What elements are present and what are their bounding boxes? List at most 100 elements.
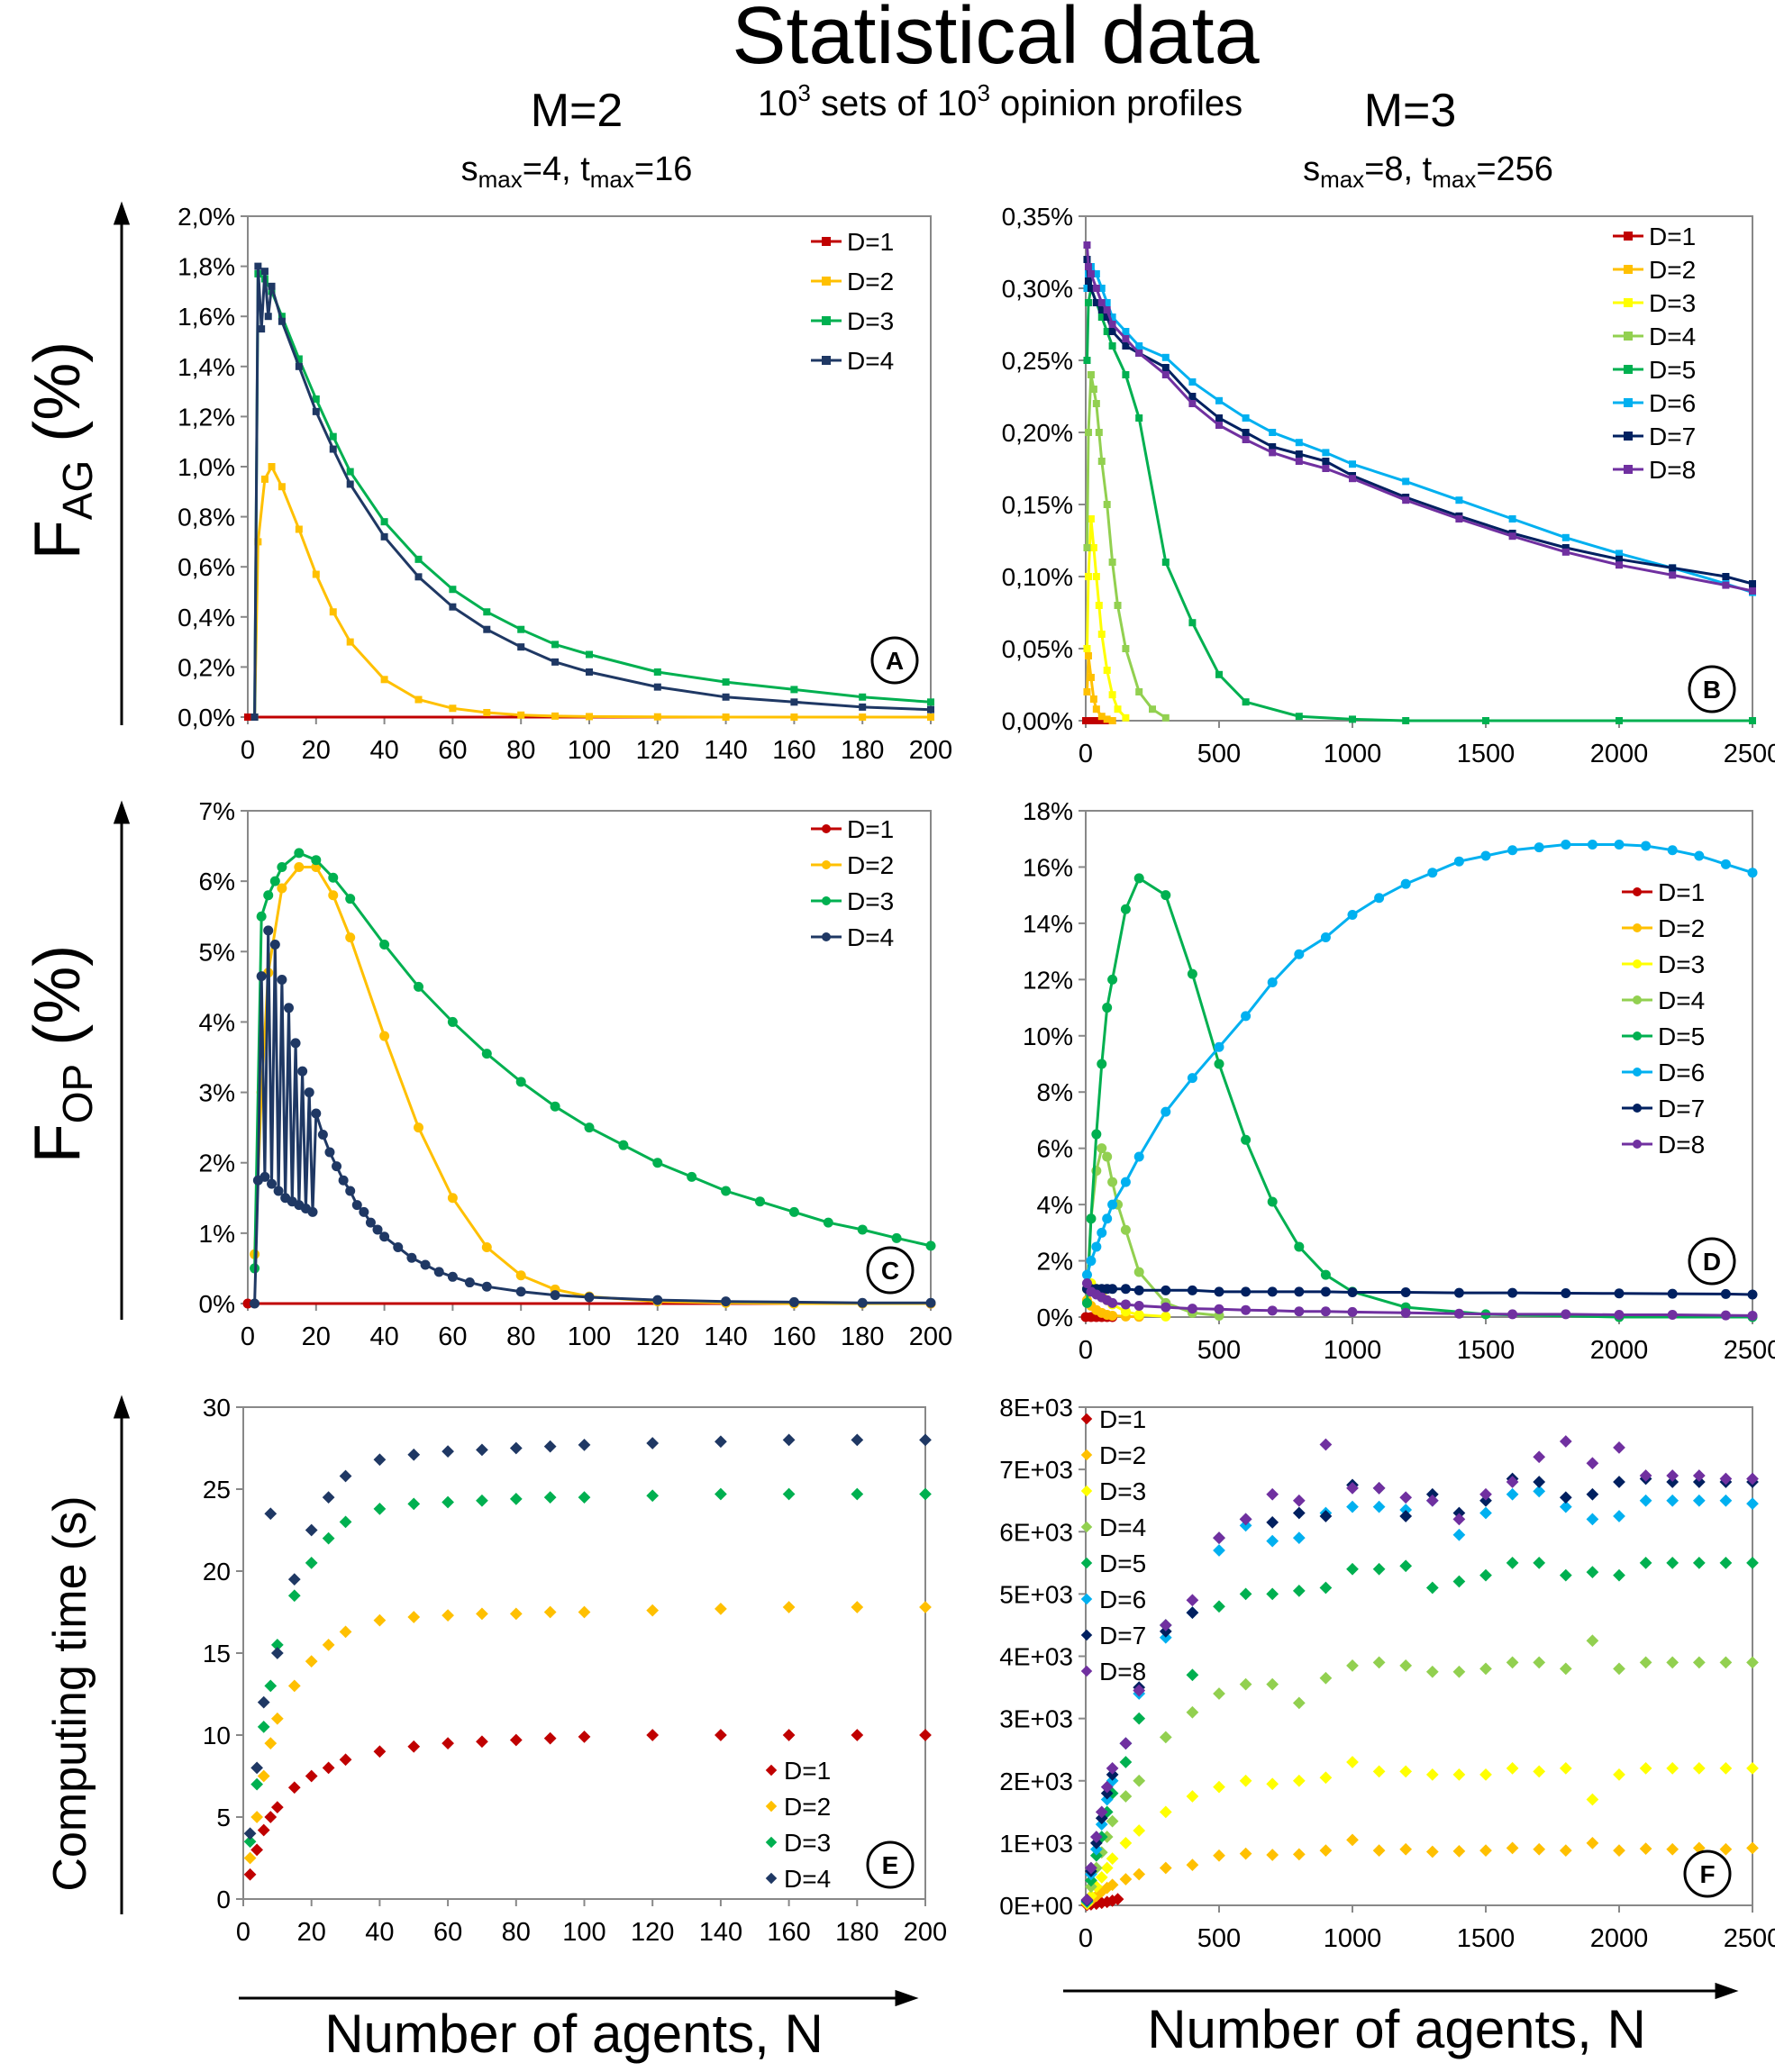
panel-e-series-3-point — [782, 1487, 796, 1501]
panel-c-y-tick-label: 1% — [199, 1220, 235, 1248]
panel-b-legend-marker — [1624, 465, 1633, 474]
panel-c-y-tick-label: 6% — [199, 868, 235, 895]
panel-e-x-tick-label: 20 — [297, 1918, 326, 1947]
panel-c-series-4-point — [317, 1129, 328, 1140]
panel-f-series-2-point — [1639, 1842, 1652, 1855]
panel-d-series-5-point — [1133, 873, 1144, 884]
panel-b-series-7-point — [1322, 458, 1330, 465]
panel-d-plot-area — [1085, 810, 1753, 1318]
panel-f-series-6-point — [1586, 1513, 1599, 1526]
panel-e-legend-label: D=3 — [784, 1829, 831, 1857]
panel-a-y-tick-label: 1,6% — [178, 303, 235, 331]
panel-f-series-6-point — [1692, 1494, 1706, 1507]
panel-d-series-7-point — [1507, 1287, 1518, 1298]
panel-f-series-4-point — [1372, 1656, 1386, 1669]
panel-e-series-1-point — [373, 1745, 387, 1758]
panel-f-series-8-point — [1613, 1441, 1625, 1454]
panel-b-series-8-point — [1215, 422, 1223, 429]
panel-f-series-2-point — [1719, 1842, 1733, 1856]
panel-f-series-8-point — [1399, 1491, 1413, 1504]
panel-d-series-7-point — [1161, 1285, 1171, 1295]
panel-e-series-1-point — [578, 1730, 591, 1743]
panel-c-badge-label: C — [881, 1257, 899, 1285]
panel-d-series-7-point — [1561, 1287, 1571, 1298]
panel-c-series-4-point — [433, 1267, 444, 1277]
panel-b-y-tick-label: 0,30% — [1002, 275, 1073, 303]
panel-c-series-3-point — [891, 1232, 902, 1243]
panel-f-x-tick-label: 2500 — [1724, 1924, 1775, 1953]
panel-a-series-4-point — [551, 658, 560, 666]
panel-f-series-2-point — [1239, 1847, 1252, 1860]
panel-c-y-tick-label: 0% — [199, 1290, 235, 1318]
panel-b-series-7-point — [1108, 328, 1116, 335]
panel-a-y-tick-label: 0,6% — [178, 553, 235, 581]
panel-c-series-4 — [250, 925, 936, 1309]
panel-b-badge-label: B — [1703, 676, 1721, 704]
panel-c-plot-area — [247, 810, 932, 1304]
panel-d-series-8-point — [1720, 1310, 1731, 1321]
panel-e-series-1-point — [543, 1731, 557, 1745]
panel-b-series-8-point — [1188, 400, 1197, 407]
panel-f-series-3-point — [1692, 1762, 1706, 1775]
panel-a-series-4-point — [329, 445, 337, 453]
panel-f-series-2-point — [1346, 1833, 1359, 1847]
panel-c-x-tick-label: 160 — [772, 1322, 815, 1351]
panel-c-badge-circle — [866, 1246, 915, 1295]
panel-f-series-7-point — [1559, 1491, 1572, 1504]
panel-b-series-2-point — [1092, 705, 1100, 713]
panel-f-series-3-point — [1639, 1762, 1652, 1775]
panel-c-series-4-point — [273, 1186, 284, 1196]
panel-b-series-5-point — [1161, 559, 1170, 566]
panel-e-series-1-point — [287, 1781, 301, 1795]
x-arrow-right-head — [1715, 1982, 1739, 2000]
panel-f-series-6-point — [1452, 1528, 1466, 1541]
panel-b-legend-marker — [1624, 298, 1633, 307]
panel-d-series-6-point — [1720, 859, 1731, 869]
panel-b-series-6-point — [1349, 460, 1356, 468]
panel-c-series-4-point — [269, 939, 280, 950]
panel-f-series-5-point — [1533, 1556, 1546, 1569]
panel-a-x-tick-label: 200 — [909, 736, 952, 765]
y-arrow-fop-head — [113, 800, 131, 824]
panel-c-x-tick-label: 0 — [241, 1322, 255, 1351]
panel-b-series-4-point — [1083, 544, 1091, 551]
panel-d-legend-label: D=7 — [1658, 1095, 1705, 1122]
panel-c-series-1-point — [242, 1298, 253, 1309]
panel-c-series-3-point — [447, 1016, 458, 1027]
panel-e-series-3-point — [243, 1835, 257, 1849]
panel-e-series-1-point — [919, 1729, 932, 1741]
panel-b-series-6-point — [1402, 477, 1410, 486]
panel-a-series-4-point — [254, 262, 262, 270]
panel-c-series-3-point — [345, 894, 356, 904]
panel-f-series-2-point — [1586, 1837, 1599, 1849]
panel-c-series-4-point — [297, 1066, 308, 1077]
panel-d-x-tick-label: 2000 — [1590, 1336, 1649, 1365]
panel-b-x-tick-label: 2500 — [1724, 740, 1775, 768]
panel-e-series-4-point — [264, 1507, 278, 1521]
panel-a-series-4-point — [295, 362, 303, 370]
panel-e-y-tick-label: 25 — [203, 1476, 231, 1504]
x-label-left: Number of agents, N — [324, 2004, 824, 2064]
panel-b-series-8-point — [1103, 306, 1111, 314]
panel-a-series-4-point — [380, 532, 388, 541]
panel-e-series-2-point — [243, 1851, 257, 1865]
panel-d-series-6-point — [1534, 842, 1544, 853]
panel-f-series-5-point — [1692, 1556, 1706, 1569]
panel-a-series-3-point — [551, 641, 560, 649]
panel-f-series-7-point — [1095, 1812, 1108, 1825]
panel-a-y-tick-label: 1,8% — [178, 253, 235, 281]
panel-f-y-tick-label: 6E+03 — [999, 1518, 1073, 1546]
panel-f-series-6-point — [1399, 1504, 1413, 1516]
panel-d-series-8-point — [1081, 1278, 1092, 1289]
panel-f-legend-label: D=5 — [1099, 1549, 1146, 1577]
panel-e-legend-marker — [765, 1800, 778, 1813]
panel-b-series-7-point — [1084, 277, 1092, 285]
panel-a-series-3-point — [927, 698, 934, 706]
panel-a-series-4-point — [449, 603, 457, 611]
panel-c-legend-marker — [822, 824, 831, 833]
panel-b-series-5-point — [1616, 717, 1623, 724]
panel-b-series-8-point — [1084, 263, 1092, 270]
panel-a-badge-circle — [870, 636, 919, 685]
panel-f-series-4-point — [1292, 1696, 1306, 1710]
right-case-label: M=3 — [1364, 85, 1457, 137]
